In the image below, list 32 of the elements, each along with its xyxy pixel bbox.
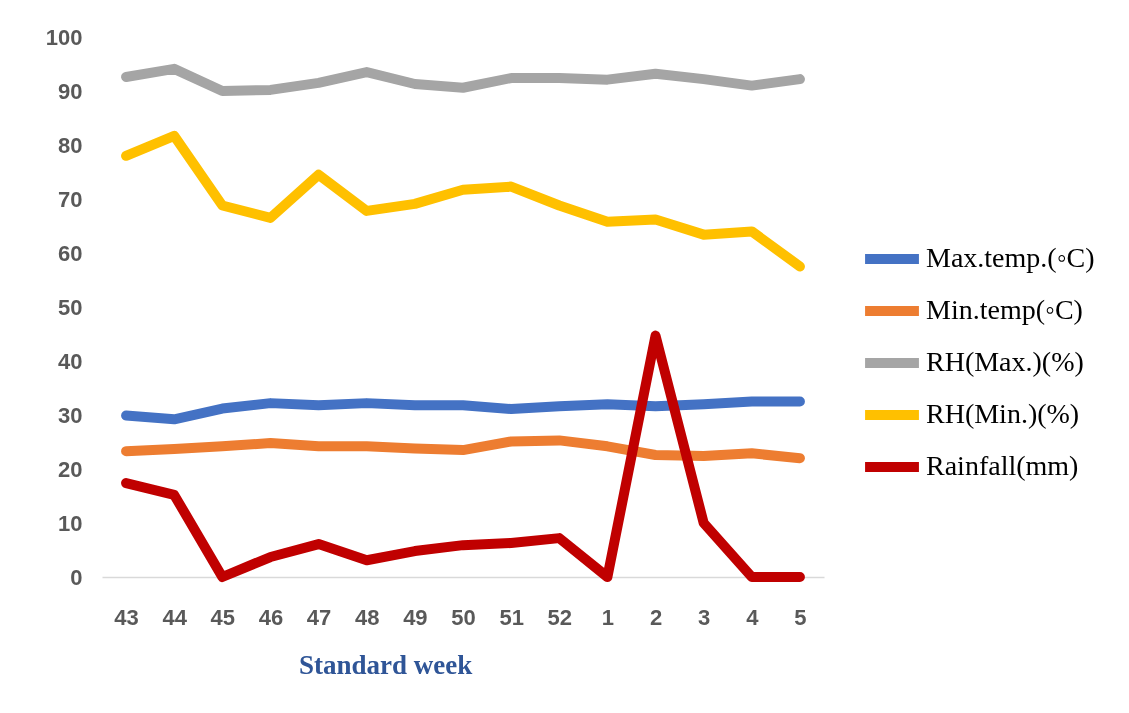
legend-label: Min.temp(◦C) bbox=[926, 294, 1083, 326]
legend-label: RH(Max.)(%) bbox=[926, 346, 1084, 378]
y-tick-label: 0 bbox=[70, 564, 83, 590]
x-tick-label: 49 bbox=[403, 604, 428, 630]
legend-label: Max.temp.(◦C) bbox=[926, 242, 1095, 274]
y-tick-label: 30 bbox=[58, 402, 83, 428]
y-tick-label: 90 bbox=[58, 78, 83, 104]
y-tick-label: 100 bbox=[45, 24, 83, 50]
x-tick-label: 1 bbox=[601, 604, 615, 630]
x-tick-label: 48 bbox=[354, 604, 380, 630]
x-tick-label: 46 bbox=[258, 604, 284, 630]
y-tick-label: 10 bbox=[58, 510, 83, 536]
x-tick-label: 45 bbox=[210, 604, 236, 630]
legend-label: RH(Min.)(%) bbox=[926, 398, 1080, 430]
x-tick-label: 5 bbox=[794, 604, 807, 630]
x-tick-label: 52 bbox=[547, 604, 573, 630]
x-tick-label: 3 bbox=[698, 604, 711, 630]
x-tick-label: 2 bbox=[649, 604, 663, 630]
x-tick-label: 4 bbox=[746, 604, 760, 630]
y-tick-label: 20 bbox=[58, 456, 83, 482]
x-tick-label: 44 bbox=[162, 604, 188, 630]
y-tick-label: 60 bbox=[58, 240, 83, 266]
y-tick-label: 40 bbox=[58, 348, 83, 374]
x-tick-label: 43 bbox=[114, 604, 139, 630]
y-tick-label: 80 bbox=[58, 132, 83, 158]
x-tick-label: 50 bbox=[451, 604, 476, 630]
x-tick-label: 47 bbox=[306, 604, 332, 630]
x-tick-label: 51 bbox=[499, 604, 524, 630]
y-tick-label: 70 bbox=[58, 186, 83, 212]
y-tick-label: 50 bbox=[58, 294, 83, 320]
legend-label: Rainfall(mm) bbox=[926, 450, 1079, 482]
x-axis-title: Standard week bbox=[298, 649, 473, 680]
